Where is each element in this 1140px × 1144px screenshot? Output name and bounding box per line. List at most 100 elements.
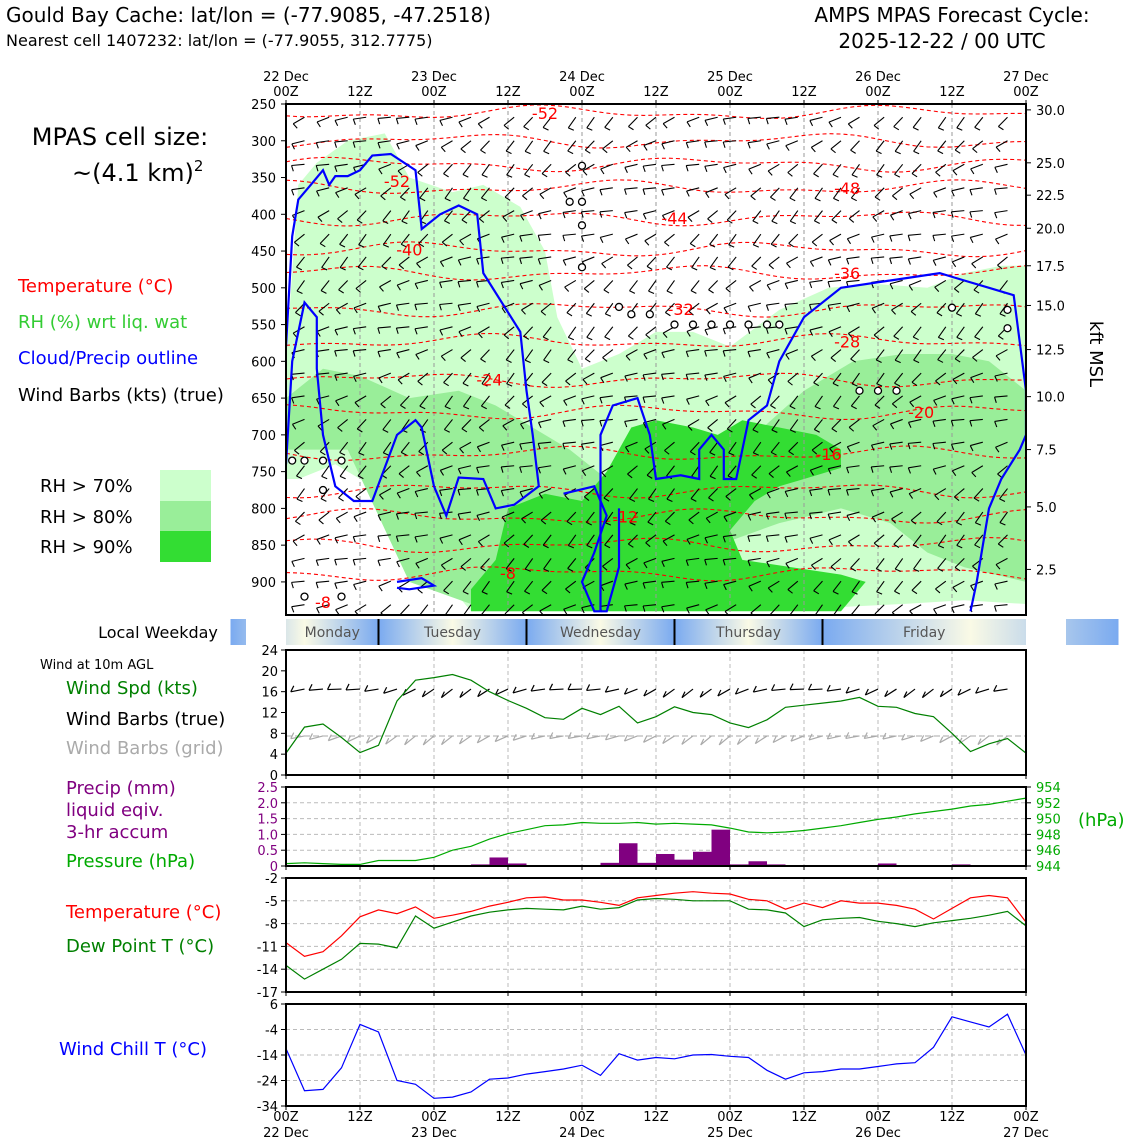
wind-barb-flag <box>705 142 707 148</box>
wind-barb-shaft <box>847 234 859 239</box>
precip-bar <box>693 852 712 866</box>
wind-barb-shaft <box>605 327 613 337</box>
wind-barb-flag <box>749 169 752 174</box>
wind-barb <box>957 117 965 130</box>
wind-barb <box>995 211 1008 219</box>
height-tick-label: 25.0 <box>1036 157 1065 172</box>
wind-barb-flag <box>851 150 856 153</box>
wind-barb-flag <box>833 198 838 200</box>
true-wind-barb-flag <box>550 684 553 690</box>
wind-barb-flag <box>973 149 978 153</box>
wind-barb-flag <box>890 236 892 242</box>
wind-barb-flag <box>353 537 355 543</box>
top-hour-label: 00Z <box>421 85 447 100</box>
temperature-label: -48 <box>834 179 860 198</box>
wind-barb-shaft <box>705 164 718 166</box>
wind-barb <box>814 164 823 177</box>
wind-barb-flag <box>643 214 646 219</box>
wind-barb-flag <box>995 213 997 219</box>
pressure-tick-label: 250 <box>251 98 276 113</box>
wind-barb <box>319 512 329 524</box>
wind-barb <box>934 605 946 615</box>
bottom-hour-label: 00Z <box>421 1110 447 1125</box>
panel-ytick-label: 4 <box>270 748 278 763</box>
wind-barb-flag <box>444 174 449 177</box>
wind-barb-flag <box>586 313 591 316</box>
true-wind-barb <box>753 686 767 692</box>
wind-barb-shaft <box>767 141 780 144</box>
wind-barb-shaft <box>663 117 674 123</box>
wind-barb-shaft <box>998 117 1007 126</box>
wind-barb <box>336 512 347 523</box>
wind-barb-flag <box>912 174 917 177</box>
wind-barb <box>951 234 964 242</box>
pressure-ytick-label: 954 <box>1036 781 1061 796</box>
wind-barb-shaft <box>909 280 921 285</box>
wind-barb-shaft <box>625 211 638 213</box>
wind-barb-flag <box>292 190 294 196</box>
wind-barb-shaft <box>951 211 964 212</box>
wind-barb-shaft <box>909 211 922 214</box>
legend-item-2: Cloud/Precip outline <box>18 348 198 369</box>
wind-barb-flag <box>913 127 918 130</box>
wind-barb <box>970 188 983 195</box>
wind-barb <box>995 188 1008 195</box>
wind-barb <box>316 558 329 565</box>
pressure-tick-label: 700 <box>251 429 276 444</box>
wind-barb <box>643 188 656 195</box>
wind-barb-flag <box>768 171 772 175</box>
wind-barb-flag <box>970 212 972 218</box>
wind-barb <box>542 164 551 177</box>
wind-barb <box>785 280 798 288</box>
wind-barb <box>788 164 798 176</box>
wind-barb-flag <box>772 221 778 223</box>
wind-barb-shaft <box>708 211 718 219</box>
wind-barb-shaft <box>626 141 637 147</box>
wind-barb-shaft <box>461 141 471 149</box>
wind-barb-shaft <box>997 257 1007 265</box>
wind-barb <box>563 257 576 266</box>
height-tick-label: 30.0 <box>1036 104 1065 119</box>
panel-ytick-label: -24 <box>257 1075 278 1090</box>
wind-barb-flag <box>876 151 881 154</box>
wind-barb-flag <box>587 128 592 130</box>
wind-barb-flag <box>970 237 973 242</box>
pressure-tick-label: 350 <box>251 172 276 187</box>
wind-barb <box>914 141 922 154</box>
wind-barb <box>936 164 946 176</box>
wind-barb-flag <box>833 175 838 178</box>
chill-label-0: Wind Chill T (°C) <box>59 1039 207 1060</box>
pressure-ytick-label: 950 <box>1036 813 1061 828</box>
wind-barb-flag <box>544 151 549 153</box>
calm-wind-circle <box>875 387 882 394</box>
wind-barb-shaft <box>975 117 983 127</box>
wind-barb <box>565 280 576 291</box>
panel-ytick-label: 1.0 <box>257 828 278 843</box>
grid-wind-barb <box>663 736 675 744</box>
wind-barb <box>768 164 779 175</box>
wind-barb <box>890 234 903 241</box>
wind-barb <box>934 188 946 198</box>
wind-barb-shaft <box>504 117 514 125</box>
wind-barb-shaft <box>563 234 576 235</box>
wind-barb-shaft <box>848 117 859 124</box>
wind-barb-flag <box>723 142 725 148</box>
wind-barb <box>786 141 798 151</box>
wind-barb-shaft <box>995 188 1008 189</box>
true-wind-barb <box>531 685 545 691</box>
wind-barb <box>628 117 637 130</box>
wind-barb <box>790 211 798 224</box>
wind-barb-shaft <box>955 141 964 150</box>
wind-barb-flag <box>851 198 856 201</box>
wind-barb-shaft <box>913 117 921 127</box>
wind-barb-shaft <box>686 164 699 165</box>
wind-barb-shaft <box>336 605 348 610</box>
wind-barb <box>582 188 595 196</box>
wind-barb-flag <box>378 536 380 542</box>
bottom-date-label: 26 Dec <box>855 1126 901 1140</box>
wind-barb <box>295 512 304 525</box>
wind-barb-flag <box>686 143 688 149</box>
wind-barb-shaft <box>952 188 965 191</box>
wind-barb-shaft <box>766 303 779 305</box>
